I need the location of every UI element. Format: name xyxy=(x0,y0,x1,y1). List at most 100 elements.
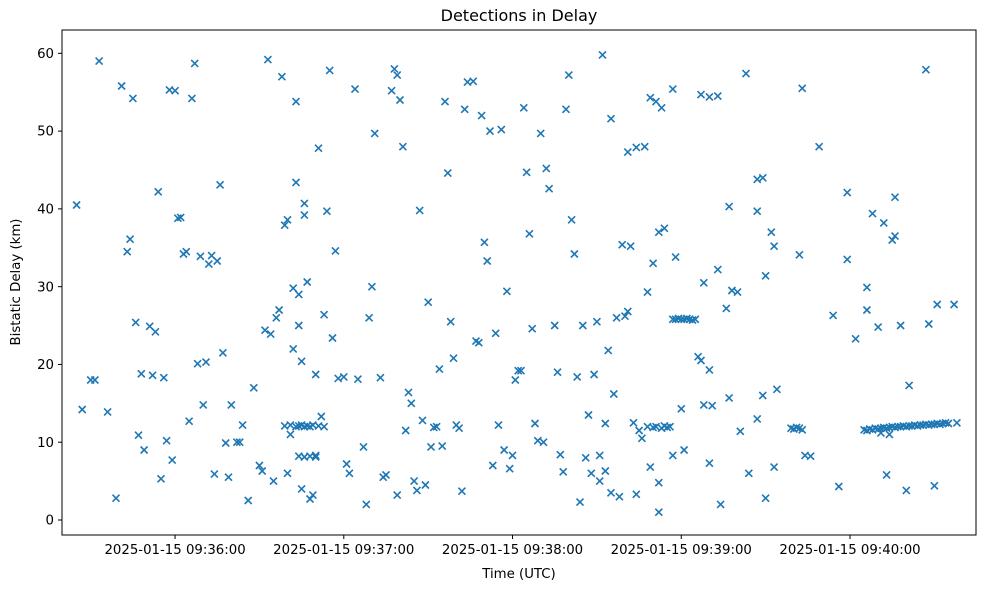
scatter-point xyxy=(604,346,613,355)
scatter-point xyxy=(291,97,301,106)
scatter-point xyxy=(590,370,599,379)
scatter-point xyxy=(862,305,871,315)
scatter-point xyxy=(395,95,405,105)
scatter-point xyxy=(218,348,227,357)
scatter-point xyxy=(761,494,770,503)
scatter-point xyxy=(227,400,236,409)
scatter-point xyxy=(657,103,666,112)
scatter-point xyxy=(210,470,219,479)
scatter-point xyxy=(606,114,616,123)
scatter-point xyxy=(635,426,644,435)
scatter-point xyxy=(598,50,607,59)
scatter-point xyxy=(592,317,601,326)
scatter-point xyxy=(699,400,708,409)
scatter-point xyxy=(545,184,554,193)
scatter-point xyxy=(485,127,495,136)
scatter-point xyxy=(182,247,191,256)
scatter-point xyxy=(131,318,140,327)
scatter-point xyxy=(300,199,309,208)
scatter-point xyxy=(126,235,135,244)
scatter-point xyxy=(879,218,888,227)
scatter-point xyxy=(612,313,621,322)
scatter-point xyxy=(199,400,208,409)
scatter-point xyxy=(421,480,430,490)
scatter-point xyxy=(615,492,624,501)
scatter-point xyxy=(410,477,419,486)
scatter-point xyxy=(216,180,225,189)
scatter-point xyxy=(128,94,137,103)
scatter-point xyxy=(890,232,900,241)
scatter-point xyxy=(393,71,402,80)
scatter-point xyxy=(508,451,517,460)
scatter-point xyxy=(258,466,267,476)
scatter-point xyxy=(269,477,278,486)
scatter-point xyxy=(646,463,655,472)
scatter-point xyxy=(829,311,838,320)
scatter-point xyxy=(154,187,163,196)
scatter-point xyxy=(629,418,638,427)
scatter-point xyxy=(705,365,714,374)
scatter-point xyxy=(587,469,596,478)
scatter-point xyxy=(668,451,677,460)
scatter-point xyxy=(736,427,745,436)
scatter-point xyxy=(640,142,649,151)
scatter-point xyxy=(424,298,433,307)
y-tick-label: 60 xyxy=(37,47,54,62)
y-tick-label: 50 xyxy=(37,125,54,140)
scatter-point xyxy=(123,247,132,256)
x-tick-label: 2025-01-15 09:38:00 xyxy=(442,543,583,558)
scatter-point xyxy=(294,290,303,299)
scatter-point xyxy=(643,288,652,297)
scatter-point xyxy=(921,65,930,74)
scatter-point xyxy=(843,255,852,264)
scatter-point xyxy=(176,213,185,222)
scatter-point xyxy=(483,256,492,266)
scatter-point xyxy=(941,418,950,427)
scatter-point xyxy=(193,359,202,368)
scatter-point xyxy=(882,470,891,479)
scatter-point xyxy=(289,344,298,353)
scatter-point xyxy=(623,307,632,316)
axes-frame xyxy=(61,29,977,536)
scatter-point xyxy=(725,202,734,211)
axis-ticks: 2025-01-15 09:36:00 2025-01-15 09:37:00 20… xyxy=(37,47,921,558)
scatter-point xyxy=(390,64,399,73)
scatter-point xyxy=(494,421,503,430)
scatter-point xyxy=(412,486,421,495)
scatter-point xyxy=(311,451,320,460)
scatter-point xyxy=(502,287,511,296)
scatter-point xyxy=(770,242,779,251)
scatter-point xyxy=(359,442,368,451)
scatter-point xyxy=(654,228,663,237)
scatter-point xyxy=(300,211,309,220)
scatter-point xyxy=(103,407,112,416)
scatter-point xyxy=(741,69,751,78)
scatter-point xyxy=(156,474,166,483)
scatter-point xyxy=(294,321,303,330)
scatter-point xyxy=(168,456,177,465)
scatter-point xyxy=(370,129,379,138)
scatter-point xyxy=(365,313,374,322)
scatter-point xyxy=(446,317,455,326)
scatter-point xyxy=(283,469,292,478)
scatter-point xyxy=(609,389,618,399)
scatter-point xyxy=(595,477,604,486)
scatter-point xyxy=(460,105,469,114)
scatter-point xyxy=(457,487,466,496)
scatter-point xyxy=(438,442,447,451)
scatter-point xyxy=(418,416,427,425)
scatter-point xyxy=(680,445,689,455)
scatter-point xyxy=(429,423,438,432)
scatter-point xyxy=(950,300,959,309)
scatter-point xyxy=(376,373,385,382)
y-tick-label: 0 xyxy=(46,514,54,529)
scatter-point xyxy=(140,445,149,455)
scatter-point xyxy=(564,71,573,80)
scatter-point xyxy=(671,253,680,262)
scatter-point xyxy=(280,221,289,230)
scatter-point xyxy=(539,438,548,447)
scatter-point xyxy=(455,424,464,433)
y-tick-label: 10 xyxy=(37,436,54,451)
scatter-point xyxy=(303,277,312,287)
